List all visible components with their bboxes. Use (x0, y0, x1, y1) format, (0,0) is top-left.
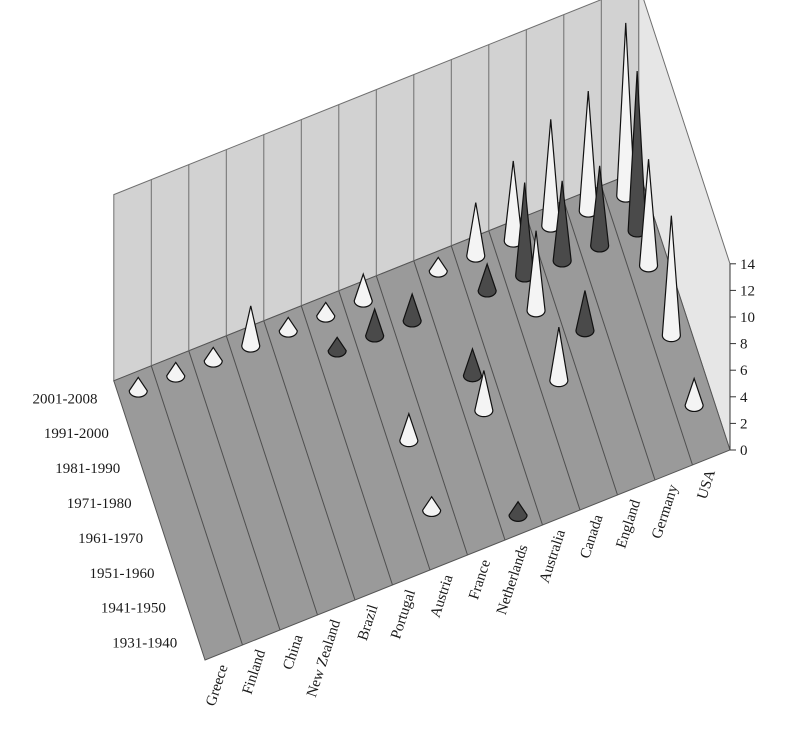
chart-grid (150, 0, 736, 646)
category-label: Australia (537, 528, 569, 586)
cone-body (166, 361, 186, 383)
period-label: 1981-1990 (55, 461, 120, 477)
cone-body (684, 376, 704, 413)
cone-body (466, 202, 486, 263)
period-label: 1931-1940 (112, 636, 177, 652)
cone (428, 256, 448, 278)
category-label: New Zealand (304, 617, 344, 699)
category-label: Austria (428, 573, 457, 620)
cone-body (462, 346, 483, 383)
floor-gridline (450, 245, 543, 526)
cone (278, 316, 298, 338)
cone (661, 215, 681, 343)
cone-body (575, 290, 595, 338)
cone-body (327, 336, 347, 358)
cone (549, 327, 569, 388)
cone (684, 376, 704, 413)
cone-body (552, 180, 572, 268)
cone-body (402, 292, 422, 328)
cone (477, 262, 497, 298)
period-label: 1951-1960 (90, 566, 155, 582)
floor-gridline (488, 230, 581, 511)
cone-body (422, 495, 442, 518)
cone (575, 290, 595, 338)
z-tick-label: 4 (740, 390, 748, 406)
cone (399, 411, 419, 448)
cone (552, 180, 572, 268)
chart-marks (128, 22, 704, 522)
cone-body (590, 165, 610, 253)
category-label: Germany (649, 482, 682, 540)
category-label: Brazil (355, 603, 382, 643)
category-label: Finland (240, 647, 270, 696)
cone (590, 165, 610, 253)
cone (466, 202, 486, 263)
cone (508, 500, 528, 522)
z-tick-label: 8 (740, 337, 748, 353)
cone-body (508, 500, 528, 522)
cone-body (241, 305, 261, 353)
cone-body (428, 256, 448, 278)
cone (462, 346, 483, 383)
period-label: 1991-2000 (44, 426, 109, 442)
cone (365, 307, 385, 343)
period-label: 2001-2008 (33, 391, 98, 407)
z-tick-label: 12 (740, 283, 755, 299)
period-label: 1941-1950 (101, 601, 166, 617)
category-label: China (280, 633, 306, 672)
z-tick-label: 0 (740, 443, 748, 459)
cone (638, 159, 659, 273)
floor-gridline (600, 185, 693, 466)
cone (166, 361, 186, 383)
cone-body (278, 316, 298, 338)
cone-body (661, 215, 681, 343)
category-label: France (466, 558, 494, 602)
z-tick-label: 6 (740, 363, 748, 379)
cone-body (365, 307, 385, 343)
floor-gridline (413, 260, 506, 541)
cone-body (526, 230, 546, 318)
period-label: 1961-1970 (78, 531, 143, 547)
category-label: USA (695, 468, 720, 502)
floor-gridline (188, 350, 281, 631)
cone-body (638, 159, 659, 273)
floor-gridline (150, 365, 243, 646)
floor-gridline (300, 305, 393, 586)
floor-gridline (338, 290, 431, 571)
cone-body (399, 411, 419, 448)
category-label: Greece (203, 663, 231, 709)
floor-gridline (375, 275, 468, 556)
cone-body (128, 376, 148, 398)
cone-body (353, 272, 373, 308)
cone-body (474, 370, 494, 418)
cone-body (549, 327, 569, 388)
cone (316, 301, 336, 323)
category-label: Portugal (388, 588, 419, 641)
cone (474, 370, 494, 418)
cone (422, 495, 442, 518)
cone-body (316, 301, 336, 323)
cone (327, 336, 347, 358)
cone-body (203, 346, 223, 368)
category-label: Netherlands (494, 543, 532, 617)
z-tick-label: 14 (740, 257, 756, 273)
category-label: Canada (577, 513, 606, 561)
cone (402, 292, 422, 328)
floor-gridline (225, 335, 318, 616)
cone (128, 376, 148, 398)
cone (241, 305, 261, 353)
category-label: England (613, 497, 644, 550)
cone (353, 272, 373, 308)
z-tick-label: 10 (740, 310, 755, 326)
floor-gridline (563, 200, 656, 481)
cone (203, 346, 223, 368)
period-label: 1971-1980 (67, 496, 132, 512)
z-tick-label: 2 (740, 416, 748, 432)
cone-body (477, 262, 497, 298)
cone (526, 230, 546, 318)
floor-gridline (525, 215, 618, 496)
floor-gridline (263, 320, 356, 601)
